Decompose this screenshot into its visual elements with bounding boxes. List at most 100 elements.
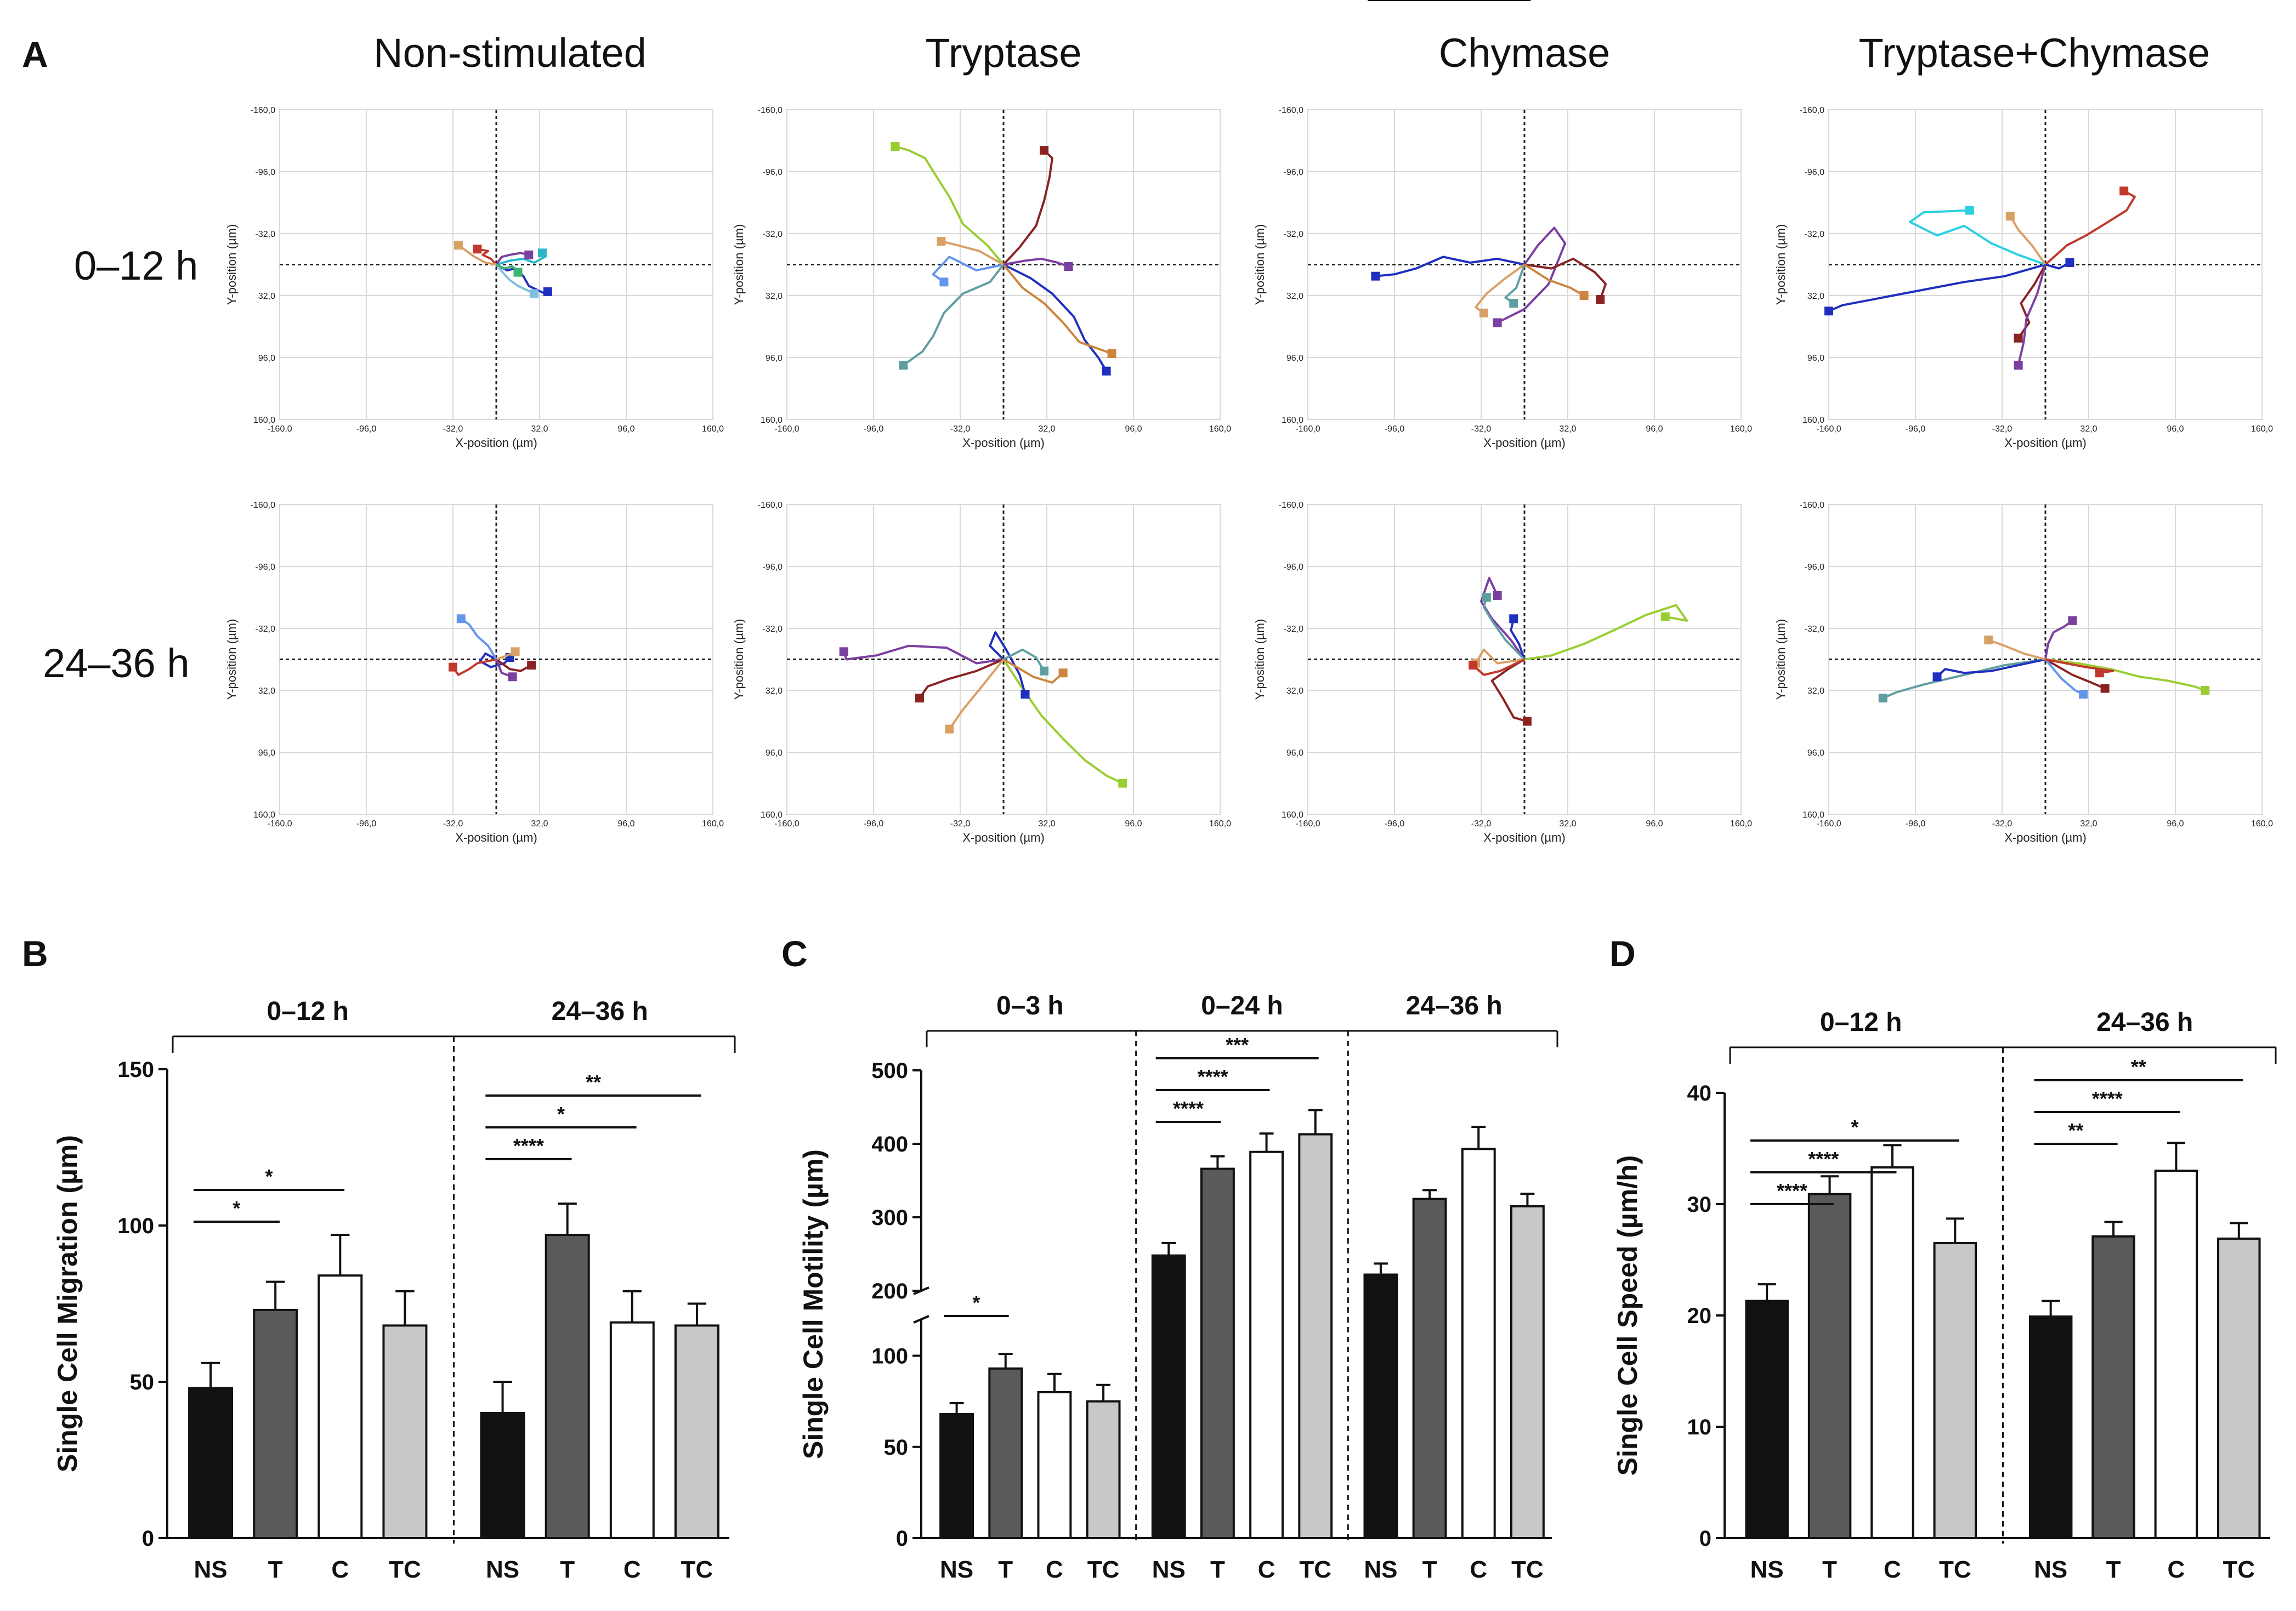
- track-end-marker: [945, 724, 954, 734]
- y-tick-label: 0: [142, 1527, 154, 1551]
- bar: [1037, 1391, 1072, 1539]
- x-tick-label: 32,0: [2080, 819, 2097, 829]
- cell-track: [1003, 257, 1069, 268]
- track-end-marker: [1509, 299, 1518, 308]
- track-end-marker: [2068, 616, 2077, 625]
- cell-track: [932, 256, 1004, 283]
- column-titles: Non-stimulated Tryptase Chymase Tryptase+Ch…: [373, 30, 2210, 76]
- y-tick-label: 160,0: [1282, 416, 1303, 425]
- category-label: C: [1258, 1556, 1275, 1583]
- y-tick-label: 32,0: [766, 292, 783, 301]
- axis-break-mark: [913, 1315, 929, 1324]
- significance-label: *: [557, 1103, 565, 1125]
- significance-label: ****: [1385, 0, 1416, 4]
- y-tick-label: 160,0: [761, 810, 783, 820]
- category-label: T: [1422, 1556, 1437, 1583]
- category-label: TC: [1511, 1556, 1544, 1583]
- x-axis-label: X-position (µm): [455, 436, 537, 450]
- y-axis-label: Y-position (µm): [225, 224, 239, 305]
- cell-track: [842, 644, 1004, 665]
- cell-track: [2045, 658, 2106, 690]
- x-tick-label: 96,0: [1646, 424, 1663, 434]
- cell-track: [940, 240, 1004, 266]
- x-tick-label: -160,0: [267, 819, 292, 829]
- significance-label: ****: [513, 1134, 544, 1157]
- y-tick-label: 96,0: [1807, 354, 1824, 363]
- y-tick-label: 30: [1687, 1193, 1712, 1217]
- track-end-marker: [1824, 307, 1833, 316]
- category-label: T: [268, 1556, 283, 1583]
- significance-label: ****: [1808, 1148, 1839, 1170]
- row-title: 0–12 h: [74, 243, 198, 288]
- trajectory-plot: -160,0 -160,0 -96,0 -96,0 -32,0 -32,0 32,0 32,0…: [732, 106, 1231, 450]
- y-tick-label: -96,0: [763, 168, 783, 177]
- y-tick-label: 96,0: [1807, 748, 1824, 758]
- bar: [1870, 1166, 1914, 1539]
- x-tick-label: 160,0: [1730, 424, 1752, 434]
- track-end-marker: [449, 662, 457, 672]
- panel-letter-b: B: [22, 933, 48, 974]
- track-end-marker: [508, 672, 517, 682]
- y-tick-label: 20: [1687, 1304, 1712, 1328]
- category-label: NS: [1152, 1556, 1186, 1583]
- y-tick-label: -160,0: [758, 106, 783, 115]
- bar: [545, 1234, 590, 1540]
- y-tick-label: 200: [871, 1279, 908, 1303]
- significance-label: *: [972, 1291, 980, 1314]
- group-label: 0–24 h: [1201, 991, 1283, 1020]
- cell-track: [457, 244, 497, 266]
- y-tick-label: 160,0: [1802, 810, 1824, 820]
- y-axis-label: Y-position (µm): [1774, 224, 1788, 305]
- y-tick-label: 0: [1699, 1527, 1711, 1551]
- panel-letter-d: D: [1609, 933, 1636, 974]
- track-end-marker: [1493, 318, 1502, 327]
- track-end-marker: [1965, 206, 1974, 215]
- x-tick-label: 160,0: [1209, 819, 1231, 829]
- panel-letter-a: A: [22, 34, 48, 75]
- significance-label: **: [586, 1071, 601, 1093]
- bar: [674, 1324, 719, 1539]
- x-tick-label: 160,0: [2251, 819, 2273, 829]
- track-end-marker: [1371, 271, 1380, 281]
- column-title: Non-stimulated: [373, 30, 647, 76]
- group-label: 24–36 h: [2096, 1008, 2193, 1037]
- column-title: Chymase: [1439, 30, 1611, 76]
- track-end-marker: [1040, 666, 1049, 676]
- y-tick-label: 96,0: [258, 748, 275, 758]
- y-tick-label: 50: [884, 1436, 909, 1460]
- track-end-marker: [2005, 212, 2015, 221]
- x-tick-label: -160,0: [1816, 424, 1841, 434]
- category-label: T: [998, 1556, 1013, 1583]
- y-tick-label: 500: [871, 1059, 908, 1083]
- y-axis-label: Single Cell Speed (µm/h): [1612, 1155, 1643, 1476]
- group-label: 0–12 h: [1820, 1008, 1902, 1037]
- y-tick-label: -32,0: [763, 230, 783, 239]
- y-tick-label: 100: [871, 1345, 908, 1369]
- cell-track: [894, 145, 1005, 265]
- y-tick-label: -32,0: [1805, 230, 1825, 239]
- cell-track: [2017, 264, 2046, 366]
- cell-track: [495, 264, 535, 295]
- y-tick-label: -160,0: [251, 106, 275, 115]
- track-end-marker: [2065, 258, 2074, 267]
- x-tick-label: -96,0: [356, 424, 377, 434]
- significance-label: ****: [1173, 1097, 1204, 1120]
- y-tick-label: 40: [1687, 1081, 1712, 1105]
- track-end-marker: [2201, 686, 2210, 695]
- x-tick-label: 96,0: [1125, 424, 1142, 434]
- column-title: Tryptase: [925, 30, 1081, 76]
- category-label: C: [1470, 1556, 1487, 1583]
- y-tick-label: -96,0: [1284, 563, 1304, 572]
- x-tick-label: -160,0: [1295, 424, 1320, 434]
- significance-label: **: [2131, 1056, 2146, 1078]
- row-title: 24–36 h: [43, 640, 190, 686]
- category-label: TC: [389, 1556, 421, 1583]
- y-tick-label: 96,0: [258, 354, 275, 363]
- x-tick-label: -32,0: [1471, 819, 1492, 829]
- x-tick-label: 96,0: [617, 819, 634, 829]
- category-label: T: [560, 1556, 575, 1583]
- y-tick-label: -32,0: [256, 625, 276, 634]
- cell-track: [479, 652, 511, 668]
- cell-track: [2045, 658, 2206, 691]
